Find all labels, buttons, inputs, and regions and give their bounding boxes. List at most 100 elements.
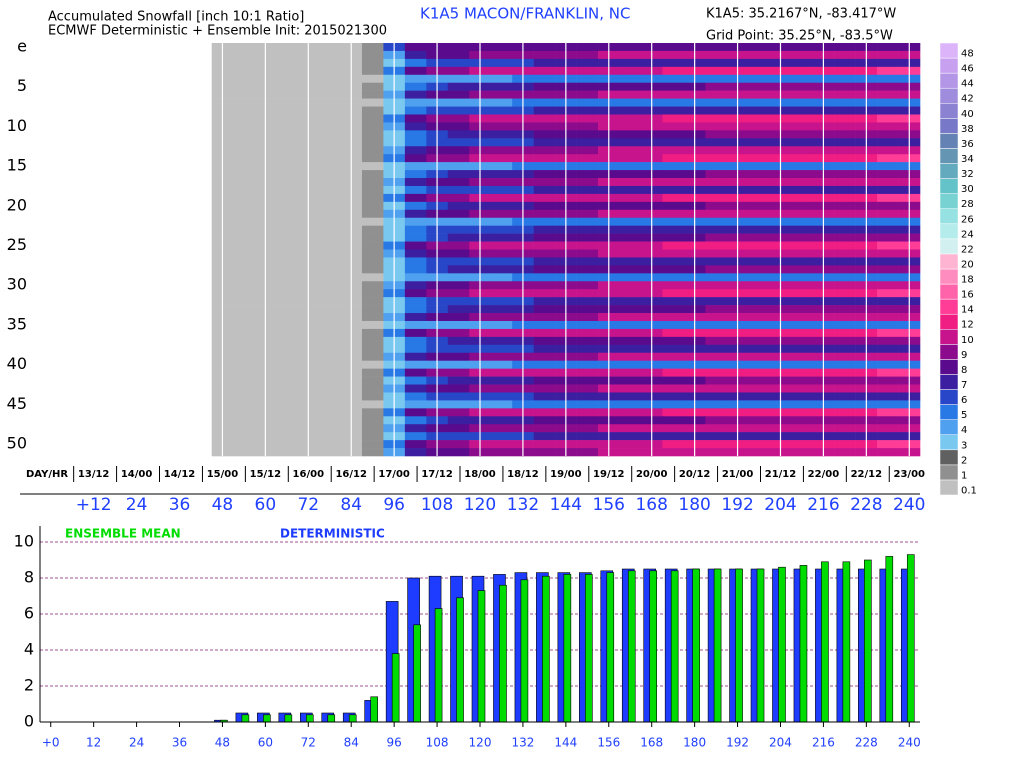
heat-cell [748,376,771,385]
heat-cell [748,344,771,354]
heat-cell [748,448,771,457]
heat-cell [877,114,899,123]
heat-cell [233,193,255,203]
heat-cell [490,440,513,449]
heat-cell [533,281,556,290]
heat-cell [361,217,384,226]
heat-cell [61,385,83,393]
colorbar-swatch [939,208,959,225]
heat-cell [233,432,255,441]
heat-cell [877,336,899,346]
heat-cell [104,408,126,416]
colorbar-label: 16 [961,290,974,301]
x-tick-label: 60 [255,495,277,515]
heat-cell [61,400,83,408]
heat-cell [619,313,642,322]
heat-cell [404,114,427,123]
heat-cell [619,43,642,52]
heat-cell [190,91,212,99]
heat-cell [877,50,899,60]
heat-cell [361,82,384,91]
heat-cell [319,400,341,409]
heat-cell [404,90,427,99]
heat-cell [791,106,813,115]
heat-cell [319,328,341,338]
bar [370,696,378,723]
heat-cell [533,265,556,274]
heat-cell [404,320,427,330]
heat-cell [791,297,813,306]
heat-cell [490,217,513,226]
heat-cell [705,408,728,417]
heat-cell [40,250,62,258]
heat-cell [276,320,298,330]
heat-cell [404,281,427,290]
colorbar-label: 24 [961,229,974,240]
heat-cell [877,392,899,401]
colorbar-label: 38 [961,124,974,135]
heat-cell [662,328,685,338]
heat-cell [233,289,255,298]
heat-cell [233,448,255,457]
heat-cell [490,313,513,322]
heat-cell [447,265,470,274]
heat-cell [361,320,384,330]
heat-cell [619,400,642,409]
heat-cell [705,217,728,226]
heat-cell [662,352,685,361]
heat-cell [104,377,126,385]
heat-cell [233,225,255,234]
heat-cell [61,226,83,234]
heat-cell [834,50,856,60]
heat-cell [361,305,384,314]
heat-cell [705,90,728,99]
heat-cell [276,241,298,250]
heat-cell [404,225,427,234]
heat-cell [447,416,470,425]
heat-cell [576,185,599,195]
bar [305,714,314,723]
heat-cell [834,448,856,457]
heat-cell [834,392,856,401]
heat-cell [233,217,255,226]
heat-cell [361,98,384,107]
heat-cell [40,257,62,265]
date-tick-label: 14/12 [164,469,196,480]
heat-cell [834,297,856,306]
heat-cell [877,217,899,226]
heat-cell [147,114,169,122]
heat-cell [490,138,513,147]
heat-cell [276,146,298,155]
heat-cell [662,432,685,441]
heat-cell [619,217,642,226]
x-tick-label: 96 [383,495,405,515]
heat-cell [147,170,169,178]
heat-cell [190,130,212,138]
heat-cell [404,328,427,338]
heat-cell [40,400,62,408]
bar [906,554,915,723]
heat-cell [877,352,899,361]
heat-cell [104,416,126,424]
heat-cell [361,313,384,322]
heat-cell [361,241,384,250]
heat-cell [147,400,169,408]
heat-cell [533,209,556,219]
heat-cell [276,297,298,306]
heat-cell [705,209,728,219]
heat-cell [319,154,341,163]
heat-cell [533,257,556,266]
heat-cell [576,297,599,306]
heat-cell [662,122,685,131]
colorbar-swatch [939,253,959,270]
heat-cell [877,122,899,131]
heat-cell [361,162,384,171]
x-tick-label: 168 [635,495,667,515]
heat-cell [748,432,771,441]
heat-cell [447,241,470,250]
heat-cell [276,257,298,266]
heat-cell [147,99,169,107]
heat-cell [40,178,62,186]
heat-cell [276,313,298,322]
heat-cell [190,416,212,424]
